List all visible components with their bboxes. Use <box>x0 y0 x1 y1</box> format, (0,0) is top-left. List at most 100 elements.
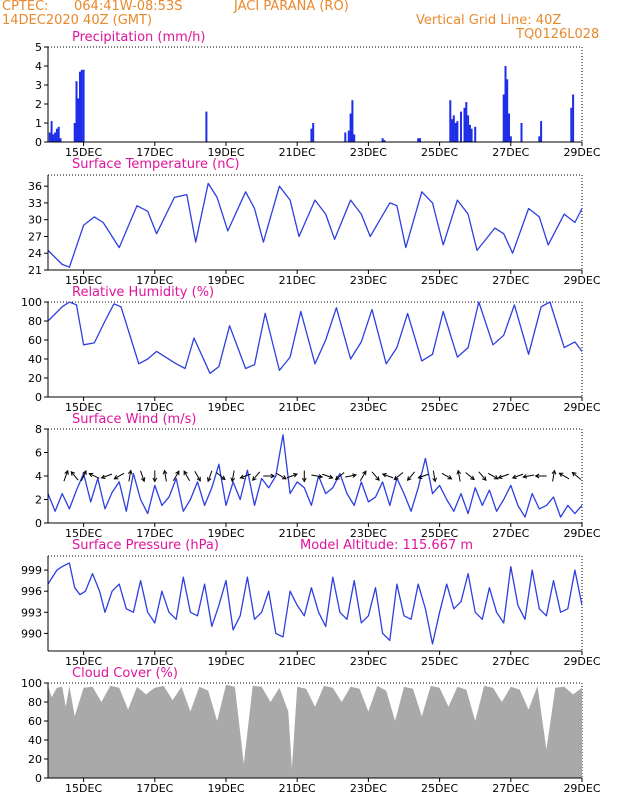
wind-arrow <box>571 471 582 480</box>
wind-arrow-head <box>82 470 87 476</box>
cloud-cover-y-tick-label: 40 <box>28 734 42 747</box>
wind-arrow <box>286 473 298 479</box>
wind-arrow-head <box>334 475 340 481</box>
precipitation-bar <box>538 136 541 142</box>
wind-arrow <box>252 471 261 481</box>
header-code: TQ0126L028 <box>516 27 600 42</box>
precipitation-bar <box>52 134 55 142</box>
precipitation-bar <box>351 100 354 142</box>
wind-arrow-shaft <box>418 473 429 479</box>
wind-arrow-head <box>393 475 399 481</box>
temperature-line <box>47 182 583 268</box>
wind-arrow <box>100 473 113 479</box>
wind-arrow-head <box>293 473 298 478</box>
header-location: JACI PARANA (RO) <box>234 0 349 14</box>
cloud-cover-title: Cloud Cover (%) <box>72 666 178 681</box>
wind-arrow <box>63 469 69 482</box>
wind-arrow-shaft <box>252 471 261 481</box>
wind-arrow-head <box>417 474 423 479</box>
precipitation-bar <box>454 123 457 142</box>
wind-y-tick-label: 2 <box>35 494 42 507</box>
wind-arrow-head <box>220 475 226 481</box>
wind-arrow <box>534 473 547 479</box>
pressure-y-tick-label: 993 <box>21 606 42 619</box>
humidity-line <box>47 301 583 374</box>
pressure-line <box>47 562 583 645</box>
precipitation-bar <box>465 102 468 142</box>
precipitation-bar <box>570 107 573 142</box>
wind-arrow-head <box>113 475 119 480</box>
wind-arrow <box>511 473 524 479</box>
wind-arrow <box>381 473 394 479</box>
wind-arrow-head <box>100 474 106 479</box>
wind-arrow-shaft <box>114 472 125 480</box>
header-coords: 064:41W-08:53S <box>74 0 183 14</box>
precipitation-bar <box>419 138 421 142</box>
cloud-cover-x-tick-label: 29DEC <box>563 782 600 795</box>
wind-arrow-head <box>551 469 557 475</box>
precipitation-x-tick-label: 19DEC <box>207 146 244 159</box>
wind-arrow-head <box>352 473 358 478</box>
wind-arrow-head <box>375 476 380 481</box>
precipitation-bar <box>353 134 356 142</box>
wind-arrow-shaft <box>216 472 226 480</box>
cloud-cover-x-tick-label: 15DEC <box>65 782 102 795</box>
temperature-y-tick-label: 24 <box>28 247 42 260</box>
wind-arrow <box>301 470 307 483</box>
precipitation-bar <box>75 81 78 142</box>
precipitation-y-tick-label: 4 <box>35 60 42 73</box>
wind-arrow <box>417 473 429 479</box>
precipitation-bar <box>349 113 352 142</box>
wind-arrow <box>162 469 168 482</box>
wind-arrow-head <box>230 477 236 483</box>
wind-arrow <box>359 470 367 482</box>
precipitation-bar <box>344 132 347 142</box>
wind-arrow-head <box>447 475 453 480</box>
temperature-x-tick-label: 29DEC <box>563 274 600 287</box>
wind-arrow-shaft <box>552 470 555 482</box>
precipitation-x-tick-label: 27DEC <box>492 146 529 159</box>
wind-arrow-head <box>381 473 387 478</box>
precipitation-bar <box>572 94 575 142</box>
humidity-x-tick-label: 15DEC <box>65 401 102 414</box>
wind-arrow <box>127 469 133 482</box>
wind-arrow-shaft <box>407 471 416 481</box>
wind-arrow-head <box>432 477 437 483</box>
precipitation-bar <box>381 138 384 142</box>
humidity-x-tick-label: 21DEC <box>279 401 316 414</box>
wind-arrow <box>465 472 475 481</box>
precipitation-x-tick-label: 25DEC <box>421 146 458 159</box>
wind-arrow-head <box>207 477 212 483</box>
wind-x-tick-label: 25DEC <box>421 527 458 540</box>
precipitation-bar <box>205 111 208 142</box>
precipitation-bar <box>451 119 454 142</box>
temperature-x-tick-label: 27DEC <box>492 274 529 287</box>
wind-arrow-head <box>481 476 487 481</box>
wind-arrow <box>140 470 146 483</box>
wind-arrow-head <box>127 469 133 475</box>
wind-arrow-shaft <box>478 471 487 481</box>
wind-arrow-head <box>470 475 475 481</box>
wind-arrow <box>80 470 87 482</box>
wind-arrow-shaft <box>231 470 235 482</box>
wind-arrow-shaft <box>207 470 213 482</box>
pressure-title: Surface Pressure (hPa) <box>72 538 219 553</box>
wind-arrow-shaft <box>322 473 333 479</box>
precipitation-bar <box>452 115 455 142</box>
wind-y-tick-label: 0 <box>35 517 42 530</box>
precipitation-bar <box>54 132 57 142</box>
precipitation-bar <box>73 123 76 142</box>
pressure-y-tick-label: 999 <box>21 564 42 577</box>
temperature-y-tick-label: 33 <box>28 197 42 210</box>
wind-arrow-shaft <box>63 470 69 482</box>
wind-arrow-shaft <box>70 471 79 481</box>
precipitation-bar <box>55 128 58 142</box>
wind-arrow-head <box>183 470 188 476</box>
wind-arrow-head <box>511 474 517 479</box>
wind-arrow-head <box>88 472 94 478</box>
wind-arrow-shaft <box>465 472 475 480</box>
temperature-x-tick-label: 17DEC <box>136 274 173 287</box>
precipitation-bar <box>474 126 477 142</box>
wind-arrow <box>551 469 557 482</box>
precipitation-bar <box>520 123 523 142</box>
